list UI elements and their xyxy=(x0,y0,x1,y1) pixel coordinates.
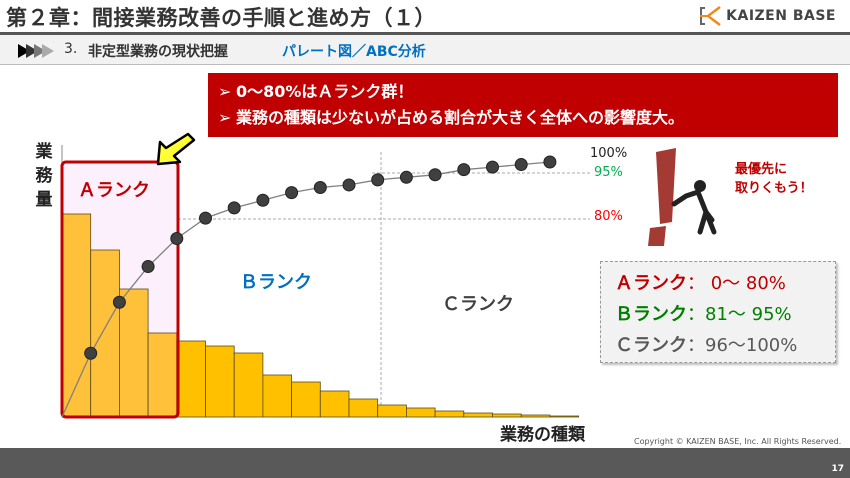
rank-c-label: Ｃランク xyxy=(442,294,514,315)
pct-95-label: 95% xyxy=(594,165,623,180)
callout-line-2: ➢ 業務の種類は少ないが占める割合が大きく全体への影響度大。 xyxy=(218,105,828,131)
rank-b-label: Ｂランク xyxy=(240,272,312,293)
slide-title: 第２章：間接業務改善の手順と進め方（１） xyxy=(6,6,436,30)
cumulative-marker xyxy=(543,155,557,169)
cumulative-marker xyxy=(399,170,413,184)
section-title: 非定型業務の現状把握 xyxy=(88,44,228,60)
y-axis-label: 業務量 xyxy=(35,142,53,210)
bar xyxy=(233,352,264,418)
arrow-bullet-icon: ➢ xyxy=(218,108,232,127)
bar xyxy=(205,345,235,418)
cumulative-marker xyxy=(141,260,155,274)
page-number: 17 xyxy=(831,464,844,474)
cumulative-marker xyxy=(170,232,184,245)
bar xyxy=(119,288,149,418)
a-rank-frame xyxy=(60,160,180,419)
bar xyxy=(463,412,493,418)
bar xyxy=(492,413,522,418)
bar xyxy=(348,398,379,418)
rank-legend: Ａランク： 0〜 80% Ｂランク：81〜 95% Ｃランク：96〜100% xyxy=(600,261,836,363)
cumulative-marker xyxy=(256,193,270,207)
pointer-arrow-icon xyxy=(156,132,196,166)
bar xyxy=(262,374,292,418)
cumulative-marker xyxy=(428,168,442,182)
exclamation-person-icon xyxy=(648,148,717,246)
cumulative-marker xyxy=(486,160,499,174)
bar xyxy=(377,404,407,418)
bar xyxy=(405,407,436,418)
section-number: 3. xyxy=(64,41,78,57)
arrow-bullet-icon: ➢ xyxy=(218,82,232,101)
pct-100-label: 100% xyxy=(590,146,628,161)
company-logo: KAIZEN BASE xyxy=(698,6,836,26)
title-divider xyxy=(0,32,850,35)
bar xyxy=(176,340,206,418)
callout-line-1: ➢ 0〜80%はＡランク群！ xyxy=(218,79,828,105)
section-bar: 3. 非定型業務の現状把握 パレート図／ABC分析 xyxy=(0,35,850,65)
pct-80-label: 80% xyxy=(594,209,623,224)
cumulative-marker xyxy=(514,158,528,172)
bar xyxy=(520,414,551,418)
cumulative-markers xyxy=(84,155,557,360)
x-axis-label: 業務の種類 xyxy=(500,425,585,445)
footer-bar: 17 xyxy=(0,448,850,478)
legend-row-b: Ｂランク：81〜 95% xyxy=(615,304,792,325)
bar xyxy=(434,410,465,418)
copyright-text: Copyright © KAIZEN BASE, Inc. All Rights… xyxy=(634,437,842,446)
legend-row-a: Ａランク： 0〜 80% xyxy=(615,273,786,294)
cumulative-marker xyxy=(199,211,212,225)
key-point-callout: ➢ 0〜80%はＡランク群！ ➢ 業務の種類は少ないが占める割合が大きく全体への影響… xyxy=(208,73,838,137)
cumulative-marker xyxy=(285,186,299,200)
bar xyxy=(147,332,178,418)
cumulative-marker xyxy=(227,201,241,215)
bar xyxy=(291,381,321,418)
cumulative-marker xyxy=(342,178,356,192)
cumulative-marker xyxy=(371,173,385,187)
cumulative-marker xyxy=(313,181,327,194)
logo-text: KAIZEN BASE xyxy=(726,8,836,24)
rank-a-label: Ａランク xyxy=(78,180,150,201)
kaizen-logo-icon xyxy=(700,6,721,26)
triple-arrow-icon xyxy=(18,44,54,58)
bar xyxy=(549,415,580,418)
section-topic: パレート図／ABC分析 xyxy=(282,44,426,60)
legend-row-c: Ｃランク：96〜100% xyxy=(615,335,798,356)
bar xyxy=(90,249,120,418)
bar xyxy=(319,390,350,418)
cumulative-marker xyxy=(84,346,98,360)
cumulative-marker xyxy=(457,163,471,177)
priority-note: 最優先に 取りくもう！ xyxy=(735,162,813,196)
cumulative-marker xyxy=(112,295,126,309)
